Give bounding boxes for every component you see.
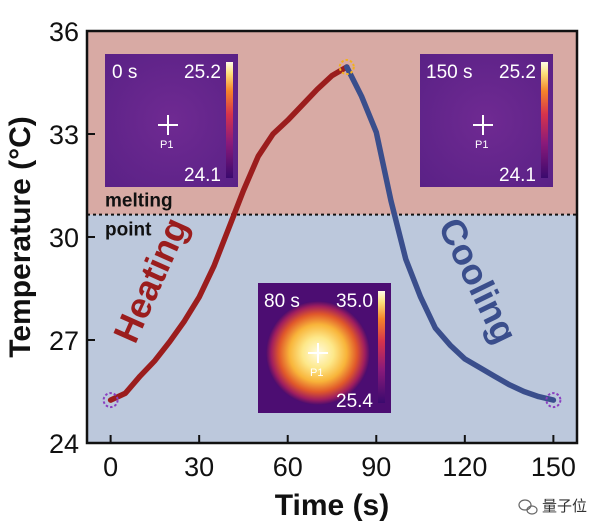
inset-80s-min: 25.4 xyxy=(336,391,373,412)
x-axis-title: Time (s) xyxy=(275,489,389,522)
x-axis-ticks: 0 30 60 90 120 150 xyxy=(103,435,576,482)
inset-0s-time: 0 s xyxy=(112,62,137,83)
wechat-icon xyxy=(518,499,538,515)
inset-150s-max: 25.2 xyxy=(499,62,536,83)
inset-150s-point-label: P1 xyxy=(475,139,488,151)
x-tick-label: 30 xyxy=(184,452,214,482)
inset-80s-crosshair-icon xyxy=(308,343,328,363)
watermark-text: 量子位 xyxy=(542,498,587,515)
inset-80s-point-label: P1 xyxy=(310,367,323,379)
peak-point-marker xyxy=(338,59,355,76)
y-tick-label: 24 xyxy=(49,429,79,459)
inset-0s-colorbar xyxy=(226,62,233,178)
inset-150s-background xyxy=(420,54,553,187)
y-tick-label: 27 xyxy=(49,326,79,356)
inset-0s-crosshair-icon xyxy=(158,115,178,135)
inset-0s-min: 24.1 xyxy=(184,165,221,186)
inset-80s-max: 35.0 xyxy=(336,291,373,312)
inset-150s-colorbar xyxy=(541,62,548,178)
watermark: 量子位 xyxy=(518,498,587,515)
thermal-image-inset-0s: 0 s 25.2 24.1 P1 xyxy=(105,54,238,187)
inset-0s-max: 25.2 xyxy=(184,62,221,83)
inset-150s-min: 24.1 xyxy=(499,165,536,186)
heating-series-line xyxy=(107,64,350,403)
inset-80s-colorbar xyxy=(378,291,385,403)
y-tick-label: 36 xyxy=(49,17,79,47)
thermal-image-inset-80s: 80 s 35.0 25.4 P1 xyxy=(258,283,391,413)
melting-point-label-line1: melting xyxy=(105,191,173,212)
inset-150s-time: 150 s xyxy=(426,62,472,83)
x-tick-label: 90 xyxy=(361,452,391,482)
cooling-series-line xyxy=(344,64,557,403)
x-tick-label: 150 xyxy=(531,452,576,482)
y-tick-label: 33 xyxy=(49,120,79,150)
inset-0s-point-label: P1 xyxy=(160,139,173,151)
inset-0s-background xyxy=(105,54,238,187)
inset-80s-time: 80 s xyxy=(264,291,300,312)
x-tick-label: 120 xyxy=(442,452,487,482)
x-tick-label: 60 xyxy=(273,452,303,482)
inset-150s-crosshair-icon xyxy=(473,115,493,135)
x-tick-label: 0 xyxy=(103,452,118,482)
end-point-marker xyxy=(545,392,562,409)
y-axis-title: Temperature (°C) xyxy=(4,116,37,357)
y-tick-label: 30 xyxy=(49,223,79,253)
thermal-image-inset-150s: 150 s 25.2 24.1 P1 xyxy=(420,54,553,187)
melting-point-label-line2: point xyxy=(105,220,152,241)
y-axis-ticks: 24 27 30 33 36 xyxy=(49,17,95,459)
start-point-marker xyxy=(102,392,119,409)
